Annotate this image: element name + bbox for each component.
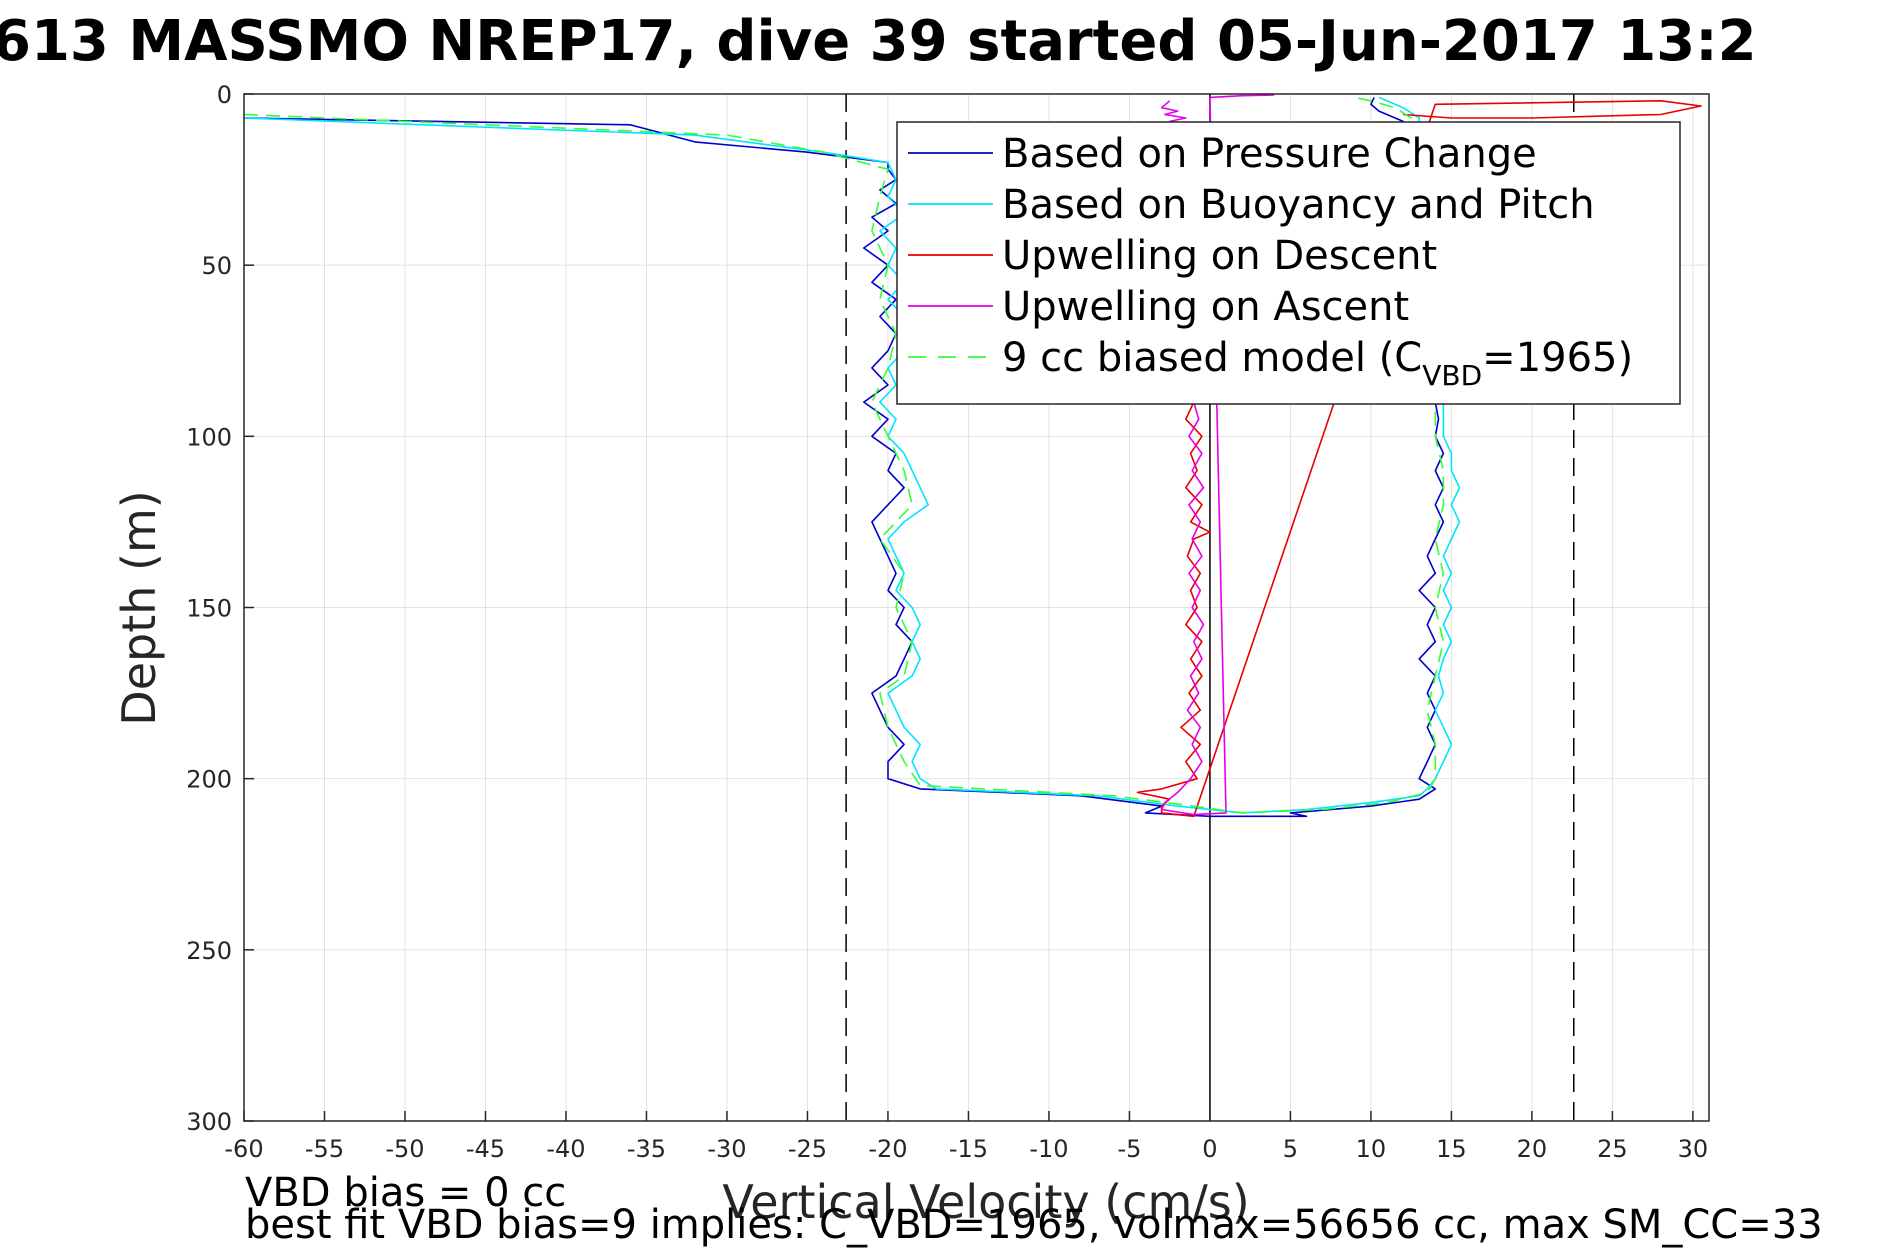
x-tick-label-4: -40 xyxy=(546,1135,585,1163)
x-tick-label-15: 15 xyxy=(1436,1135,1467,1163)
x-tick-label-9: -15 xyxy=(949,1135,988,1163)
x-tick-label-17: 25 xyxy=(1597,1135,1628,1163)
y-tick-label-4: 200 xyxy=(186,766,232,794)
series-line-4 xyxy=(243,96,1445,814)
x-tick-label-7: -25 xyxy=(788,1135,827,1163)
legend-subscript: VBD xyxy=(1422,359,1482,392)
series-line-2 xyxy=(1136,100,1702,818)
y-tick-label-0: 0 xyxy=(217,81,232,109)
x-tick-label-14: 10 xyxy=(1356,1135,1387,1163)
legend-label-1: Based on Buoyancy and Pitch xyxy=(1002,182,1595,228)
x-tick-label-16: 20 xyxy=(1517,1135,1548,1163)
legend-box xyxy=(896,121,1681,405)
x-tick-label-5: -35 xyxy=(627,1135,666,1163)
x-axis-label: Vertical Velocity (cm/s) xyxy=(722,1175,1249,1229)
y-tick-label-3: 150 xyxy=(186,595,232,623)
series-line-0 xyxy=(243,97,1445,818)
legend-label-3: Upwelling on Ascent xyxy=(1002,284,1409,330)
legend: Based on Pressure Change Based on Buoyanc… xyxy=(896,121,1681,405)
x-tick-label-6: -30 xyxy=(707,1135,746,1163)
y-tick-label-2: 100 xyxy=(186,423,232,451)
axis-ticks: -60 -55 -50 -45 -40 -35 -30 -25 -20 -15 -10 -5 0 5 10 1… xyxy=(186,81,1708,1163)
x-tick-label-11: -5 xyxy=(1117,1135,1141,1163)
y-tick-label-5: 250 xyxy=(186,937,232,965)
x-tick-label-0: -60 xyxy=(224,1135,263,1163)
chart-title: 613 MASSMO NREP17, dive 39 started 05-Ju… xyxy=(0,9,1757,74)
legend-suffix: =1965) xyxy=(1482,335,1633,381)
x-tick-label-3: -45 xyxy=(466,1135,505,1163)
x-tick-label-10: -10 xyxy=(1029,1135,1068,1163)
legend-label-0: Based on Pressure Change xyxy=(1002,131,1537,177)
y-axis-label: Depth (m) xyxy=(112,490,166,725)
x-tick-label-1: -55 xyxy=(305,1135,344,1163)
x-tick-label-8: -20 xyxy=(868,1135,907,1163)
legend-label-2: Upwelling on Descent xyxy=(1002,233,1437,279)
y-tick-label-6: 300 xyxy=(186,1108,232,1136)
x-tick-label-18: 30 xyxy=(1678,1135,1709,1163)
x-tick-label-12: 0 xyxy=(1202,1135,1217,1163)
footer-line-1: VBD bias = 0 cc xyxy=(245,1170,566,1216)
y-tick-label-1: 50 xyxy=(201,252,232,280)
x-tick-label-2: -50 xyxy=(385,1135,424,1163)
footer-line-2: best fit VBD bias=9 implies: C_VBD=1965,… xyxy=(245,1202,1823,1248)
x-tick-label-13: 5 xyxy=(1283,1135,1298,1163)
